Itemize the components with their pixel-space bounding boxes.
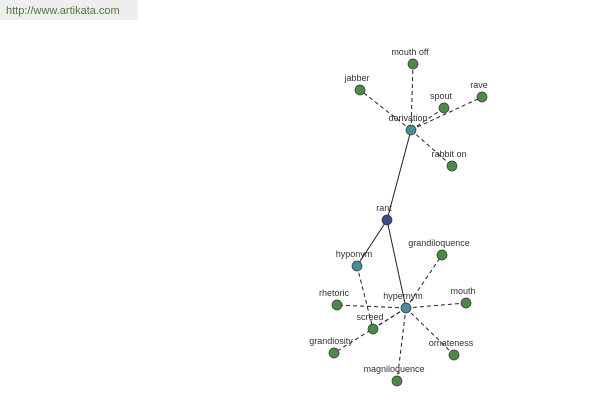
edge [356,219,388,267]
node[interactable] [438,102,450,114]
edge [336,304,407,309]
node[interactable] [446,160,458,172]
edge [386,219,407,309]
node[interactable] [328,347,340,359]
edge [405,302,467,309]
node-label: mouth off [391,47,429,57]
node-label: hyponym [336,249,373,259]
node[interactable] [400,302,412,314]
node-label: magniloquence [363,364,424,374]
node-label: grandiloquence [408,238,470,248]
node-label: rant [376,203,392,213]
node[interactable] [460,297,472,309]
node-label: screed [356,312,383,322]
node-label: rave [470,80,488,90]
edge [359,89,412,131]
node[interactable] [331,299,343,311]
node[interactable] [351,260,363,272]
node-label: mouth [450,286,475,296]
node-label: spout [430,91,453,101]
node[interactable] [354,84,366,96]
node-label: hypernym [383,291,423,301]
node-label: jabber [343,73,369,83]
edge [396,307,407,382]
node-label: rabbit on [431,149,466,159]
node[interactable] [436,249,448,261]
node[interactable] [367,323,379,335]
node[interactable] [391,375,403,387]
edge [410,96,483,131]
node-label: ornateness [429,338,474,348]
node-label: derivation [388,113,427,123]
node[interactable] [476,91,488,103]
edge [356,265,374,330]
edge [410,129,453,167]
site-url[interactable]: http://www.artikata.com [0,0,138,20]
node-label: rhetoric [319,288,350,298]
edge [405,254,443,309]
node[interactable] [405,124,417,136]
edge [386,129,412,221]
node-label: grandiosity [309,336,353,346]
node[interactable] [448,349,460,361]
node[interactable] [407,58,419,70]
node[interactable] [381,214,393,226]
